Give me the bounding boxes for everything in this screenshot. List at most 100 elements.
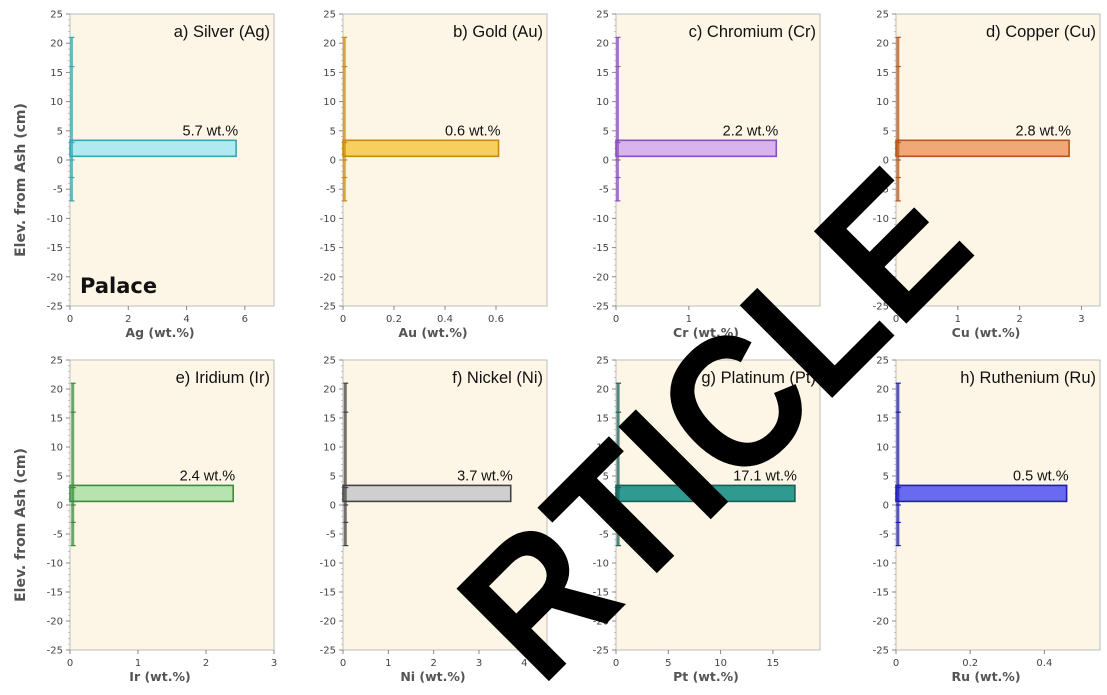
x-tick-label: 5 (665, 658, 671, 669)
panel-title: g) Platinum (Pt) (701, 369, 816, 387)
y-tick-label: 25 (876, 10, 889, 21)
x-tick-label: 0 (613, 314, 619, 325)
y-tick-label: 10 (596, 97, 609, 108)
y-tick-label: -25 (873, 646, 889, 657)
y-tick-label: -5 (326, 530, 336, 541)
site-label: Palace (80, 274, 157, 298)
y-tick-label: -5 (53, 530, 63, 541)
x-tick-label: 2 (125, 314, 131, 325)
y-tick-label: -25 (47, 646, 63, 657)
x-tick-label: 0 (340, 314, 346, 325)
y-tick-label: 5 (57, 472, 63, 483)
x-axis-title: Ru (wt.%) (951, 669, 1020, 684)
y-tick-label: 0 (330, 501, 336, 512)
panel-title: h) Ruthenium (Ru) (960, 369, 1096, 387)
y-tick-label: 10 (323, 443, 336, 454)
x-tick-label: 6 (242, 314, 248, 325)
y-tick-label: -15 (320, 588, 336, 599)
y-tick-label: 0 (330, 156, 336, 167)
y-tick-label: -15 (47, 243, 63, 254)
panel-title: c) Chromium (Cr) (689, 23, 816, 41)
y-tick-label: -25 (593, 646, 609, 657)
panel-3: -25 -20 -15 -10 -5 0 5 10 15 20 25 0 1 2 Cr (wt.%) c) C… (593, 10, 821, 340)
y-tick-label: -10 (873, 214, 889, 225)
x-tick-label: 1 (686, 314, 692, 325)
x-tick-label: 0 (613, 658, 619, 669)
x-tick-label: 15 (767, 658, 780, 669)
y-tick-label: 10 (50, 97, 63, 108)
panel-7: -25 -20 -15 -10 -5 0 5 10 15 20 25 0 5 10 15 Pt (wt.%) g… (593, 356, 821, 684)
data-label: 2.4 wt.% (180, 468, 236, 484)
x-tick-label: 4 (521, 658, 527, 669)
panel-4: -25 -20 -15 -10 -5 0 5 10 15 20 25 0 1 2 3 Cu (wt.%) d) … (873, 10, 1101, 340)
y-tick-label: 25 (323, 356, 336, 367)
y-tick-label: 15 (596, 68, 609, 79)
y-tick-label: -15 (593, 243, 609, 254)
data-bar (615, 139, 778, 158)
y-tick-label: 15 (50, 68, 63, 79)
data-bar (342, 139, 500, 158)
y-tick-label: 15 (596, 414, 609, 425)
panel-title: b) Gold (Au) (453, 23, 543, 41)
y-tick-label: 20 (876, 385, 889, 396)
x-tick-label: 3 (1078, 314, 1084, 325)
y-tick-label: -5 (879, 185, 889, 196)
x-tick-label: 1 (135, 658, 141, 669)
data-label: 0.5 wt.% (1013, 468, 1069, 484)
data-label: 3.7 wt.% (457, 468, 513, 484)
y-tick-label: 25 (596, 10, 609, 21)
y-tick-label: 0 (603, 501, 609, 512)
x-tick-label: 2 (203, 658, 209, 669)
x-tick-label: 1 (385, 658, 391, 669)
y-tick-label: -5 (53, 185, 63, 196)
data-label: 0.6 wt.% (445, 123, 501, 139)
x-axis-title: Au (wt.%) (398, 325, 467, 340)
y-tick-label: 0 (883, 501, 889, 512)
y-tick-label: -10 (47, 214, 63, 225)
x-tick-label: 0.4 (437, 314, 453, 325)
y-tick-label: 10 (876, 443, 889, 454)
x-tick-label: 2 (1016, 314, 1022, 325)
y-tick-label: 5 (883, 472, 889, 483)
y-tick-label: 5 (330, 126, 336, 137)
y-tick-label: -25 (873, 302, 889, 313)
y-tick-label: -20 (47, 617, 63, 628)
panel-6: -25 -20 -15 -10 -5 0 5 10 15 20 25 0 1 2 3 4 Ni (wt.%) f)… (320, 356, 548, 684)
y-tick-label: 5 (57, 126, 63, 137)
y-tick-label: 0 (883, 156, 889, 167)
panel-title: e) Iridium (Ir) (176, 369, 270, 387)
y-tick-label: -15 (873, 588, 889, 599)
y-tick-label: 20 (876, 39, 889, 50)
data-label: 2.2 wt.% (723, 123, 779, 139)
y-tick-label: 15 (323, 414, 336, 425)
y-tick-label: -15 (593, 588, 609, 599)
y-tick-label: -20 (47, 272, 63, 283)
x-axis-title: Ir (wt.%) (129, 669, 190, 684)
y-tick-label: 20 (596, 39, 609, 50)
y-tick-label: -10 (320, 559, 336, 570)
y-tick-label: -15 (47, 588, 63, 599)
y-tick-label: -20 (320, 272, 336, 283)
x-tick-label: 3 (271, 658, 277, 669)
y-tick-label: -10 (593, 559, 609, 570)
data-bar (615, 484, 796, 503)
x-axis-title: Ni (wt.%) (400, 669, 465, 684)
x-tick-label: 0.2 (962, 658, 978, 669)
x-tick-label: 3 (476, 658, 482, 669)
x-tick-label: 4 (183, 314, 189, 325)
y-tick-label: 20 (50, 385, 63, 396)
y-tick-label: -20 (593, 617, 609, 628)
y-tick-label: 5 (883, 126, 889, 137)
y-tick-label: -20 (320, 617, 336, 628)
y-tick-label: -25 (593, 302, 609, 313)
data-bar (69, 484, 234, 503)
y-tick-label: 15 (876, 414, 889, 425)
y-tick-label: -20 (873, 272, 889, 283)
y-tick-label: 20 (323, 385, 336, 396)
y-tick-label: 25 (596, 356, 609, 367)
y-tick-label: -20 (873, 617, 889, 628)
y-tick-label: 0 (57, 501, 63, 512)
y-tick-label: 10 (596, 443, 609, 454)
y-tick-label: 15 (876, 68, 889, 79)
